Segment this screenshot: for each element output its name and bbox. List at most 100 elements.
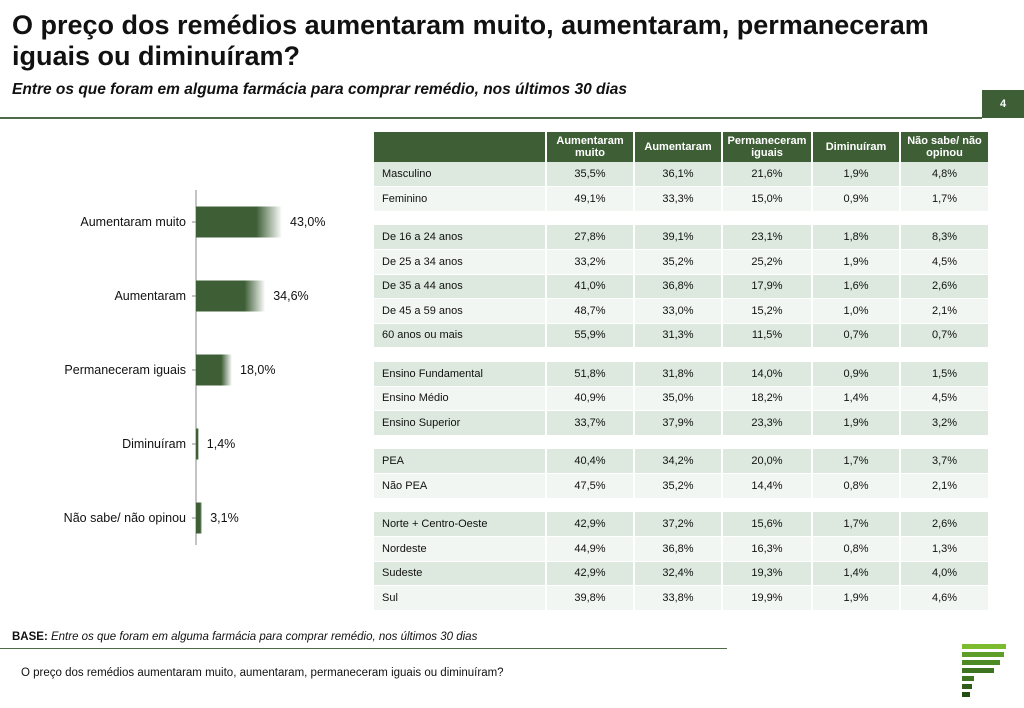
table-cell: 11,5% xyxy=(722,323,813,348)
table-cell: 25,2% xyxy=(722,249,813,275)
table-cell: 55,9% xyxy=(546,323,635,348)
table-cell: 1,9% xyxy=(812,585,901,611)
table-cell: 1,3% xyxy=(900,536,988,562)
table-cell: 39,1% xyxy=(634,225,723,250)
table-cell: 0,7% xyxy=(900,323,988,348)
table-cell: 47,5% xyxy=(546,473,635,499)
base-label: BASE: xyxy=(12,631,48,643)
table-row: Nordeste 44,9% 36,8% 16,3% 0,8% 1,3% xyxy=(374,536,988,562)
table-cell: 35,2% xyxy=(634,249,723,275)
table-column-header: Aumentaram xyxy=(634,132,723,162)
table-row-label: Sudeste xyxy=(374,561,547,586)
table-cell: 36,1% xyxy=(634,162,723,187)
table-cell: 33,3% xyxy=(634,186,723,212)
base-text: Entre os que foram em alguma farmácia pa… xyxy=(50,631,478,643)
table-row-label: Sul xyxy=(374,585,547,611)
table-cell: 15,6% xyxy=(722,512,813,537)
table-cell: 33,2% xyxy=(546,249,635,275)
table-row-label: De 45 a 59 anos xyxy=(374,298,547,324)
table-cell: 41,0% xyxy=(546,274,635,299)
table-row: Masculino 35,5% 36,1% 21,6% 1,9% 4,8% xyxy=(374,162,988,187)
table-cell: 20,0% xyxy=(722,449,813,474)
table-row: De 25 a 34 anos 33,2% 35,2% 25,2% 1,9% 4,5% xyxy=(374,249,988,275)
table-row: Não PEA 47,5% 35,2% 14,4% 0,8% 2,1% xyxy=(374,473,988,499)
table-column-header: Diminuíram xyxy=(812,132,901,162)
table-cell: 0,7% xyxy=(812,323,901,348)
table-cell: 0,9% xyxy=(812,361,901,387)
table-cell: 27,8% xyxy=(546,225,635,250)
table-cell: 1,4% xyxy=(812,561,901,586)
table-row-label: Ensino Médio xyxy=(374,386,547,411)
table-cell: 4,5% xyxy=(900,249,988,275)
table-spacer-cell xyxy=(374,211,988,225)
table-group-spacer xyxy=(374,211,988,225)
bar-value-label: 3,1% xyxy=(210,511,239,525)
table-cell: 21,6% xyxy=(722,162,813,187)
table-cell: 14,4% xyxy=(722,473,813,499)
table-row-label: Nordeste xyxy=(374,536,547,562)
table-cell: 34,2% xyxy=(634,449,723,474)
table-cell: 36,8% xyxy=(634,536,723,562)
table-cell: 19,3% xyxy=(722,561,813,586)
bar-category-label: Aumentaram xyxy=(114,289,186,303)
bar-category-label: Não sabe/ não opinou xyxy=(64,511,186,525)
bar-category-label: Permaneceram iguais xyxy=(64,363,186,377)
table-cell: 40,4% xyxy=(546,449,635,474)
table-cell: 1,7% xyxy=(812,449,901,474)
bar-value-label: 1,4% xyxy=(207,437,236,451)
table-cell: 2,6% xyxy=(900,274,988,299)
table-cell: 18,2% xyxy=(722,386,813,411)
table-row-label: 60 anos ou mais xyxy=(374,323,547,348)
table-row: Ensino Superior 33,7% 37,9% 23,3% 1,9% 3,2% xyxy=(374,410,988,436)
table-cell: 1,8% xyxy=(812,225,901,250)
table-row-label: Norte + Centro-Oeste xyxy=(374,512,547,537)
table-cell: 1,4% xyxy=(812,386,901,411)
table-spacer-cell xyxy=(374,347,988,362)
table-row: Ensino Médio 40,9% 35,0% 18,2% 1,4% 4,5% xyxy=(374,386,988,411)
bar xyxy=(196,206,282,238)
page-number-badge: 4 xyxy=(982,90,1024,118)
table-cell: 3,7% xyxy=(900,449,988,474)
table-cell: 0,8% xyxy=(812,536,901,562)
table-cell: 1,9% xyxy=(812,410,901,436)
table-row: De 45 a 59 anos 48,7% 33,0% 15,2% 1,0% 2,1% xyxy=(374,298,988,324)
bar-category-label: Aumentaram muito xyxy=(80,215,186,229)
table-cell: 1,7% xyxy=(812,512,901,537)
table-row-label: Ensino Fundamental xyxy=(374,361,547,387)
table-row: Ensino Fundamental 51,8% 31,8% 14,0% 0,9% 1,5… xyxy=(374,361,988,387)
table-cell: 33,8% xyxy=(634,585,723,611)
table-cell: 49,1% xyxy=(546,186,635,212)
table-cell: 0,9% xyxy=(812,186,901,212)
bar-value-label: 34,6% xyxy=(273,289,308,303)
page-subtitle: Entre os que foram em alguma farmácia pa… xyxy=(12,81,628,98)
table-cell: 2,1% xyxy=(900,298,988,324)
table-cell: 33,0% xyxy=(634,298,723,324)
table-cell: 48,7% xyxy=(546,298,635,324)
table-header-empty xyxy=(374,132,547,162)
table-spacer-cell xyxy=(374,498,988,512)
table-cell: 40,9% xyxy=(546,386,635,411)
table-cell: 31,8% xyxy=(634,361,723,387)
bar xyxy=(196,354,232,386)
page-title: O preço dos remédios aumentaram muito, a… xyxy=(12,10,929,71)
base-note: BASE: Entre os que foram em alguma farmá… xyxy=(12,631,477,643)
table-row: De 35 a 44 anos 41,0% 36,8% 17,9% 1,6% 2,6% xyxy=(374,274,988,299)
table-cell: 32,4% xyxy=(634,561,723,586)
crosstab-table: Aumentaram muito Aumentaram Permaneceram i… xyxy=(374,132,988,611)
table-cell: 35,2% xyxy=(634,473,723,499)
table-cell: 42,9% xyxy=(546,561,635,586)
table-row: Norte + Centro-Oeste 42,9% 37,2% 15,6% 1,7% 2… xyxy=(374,512,988,537)
table-group-spacer xyxy=(374,347,988,362)
table-cell: 42,9% xyxy=(546,512,635,537)
table-row-label: Feminino xyxy=(374,186,547,212)
table-row: Feminino 49,1% 33,3% 15,0% 0,9% 1,7% xyxy=(374,186,988,212)
table-row-label: Ensino Superior xyxy=(374,410,547,436)
table-cell: 0,8% xyxy=(812,473,901,499)
table-cell: 33,7% xyxy=(546,410,635,436)
table-cell: 19,9% xyxy=(722,585,813,611)
bar-category-label: Diminuíram xyxy=(122,437,186,451)
table-cell: 2,6% xyxy=(900,512,988,537)
footer-divider xyxy=(0,648,727,649)
table-cell: 15,2% xyxy=(722,298,813,324)
table-cell: 2,1% xyxy=(900,473,988,499)
